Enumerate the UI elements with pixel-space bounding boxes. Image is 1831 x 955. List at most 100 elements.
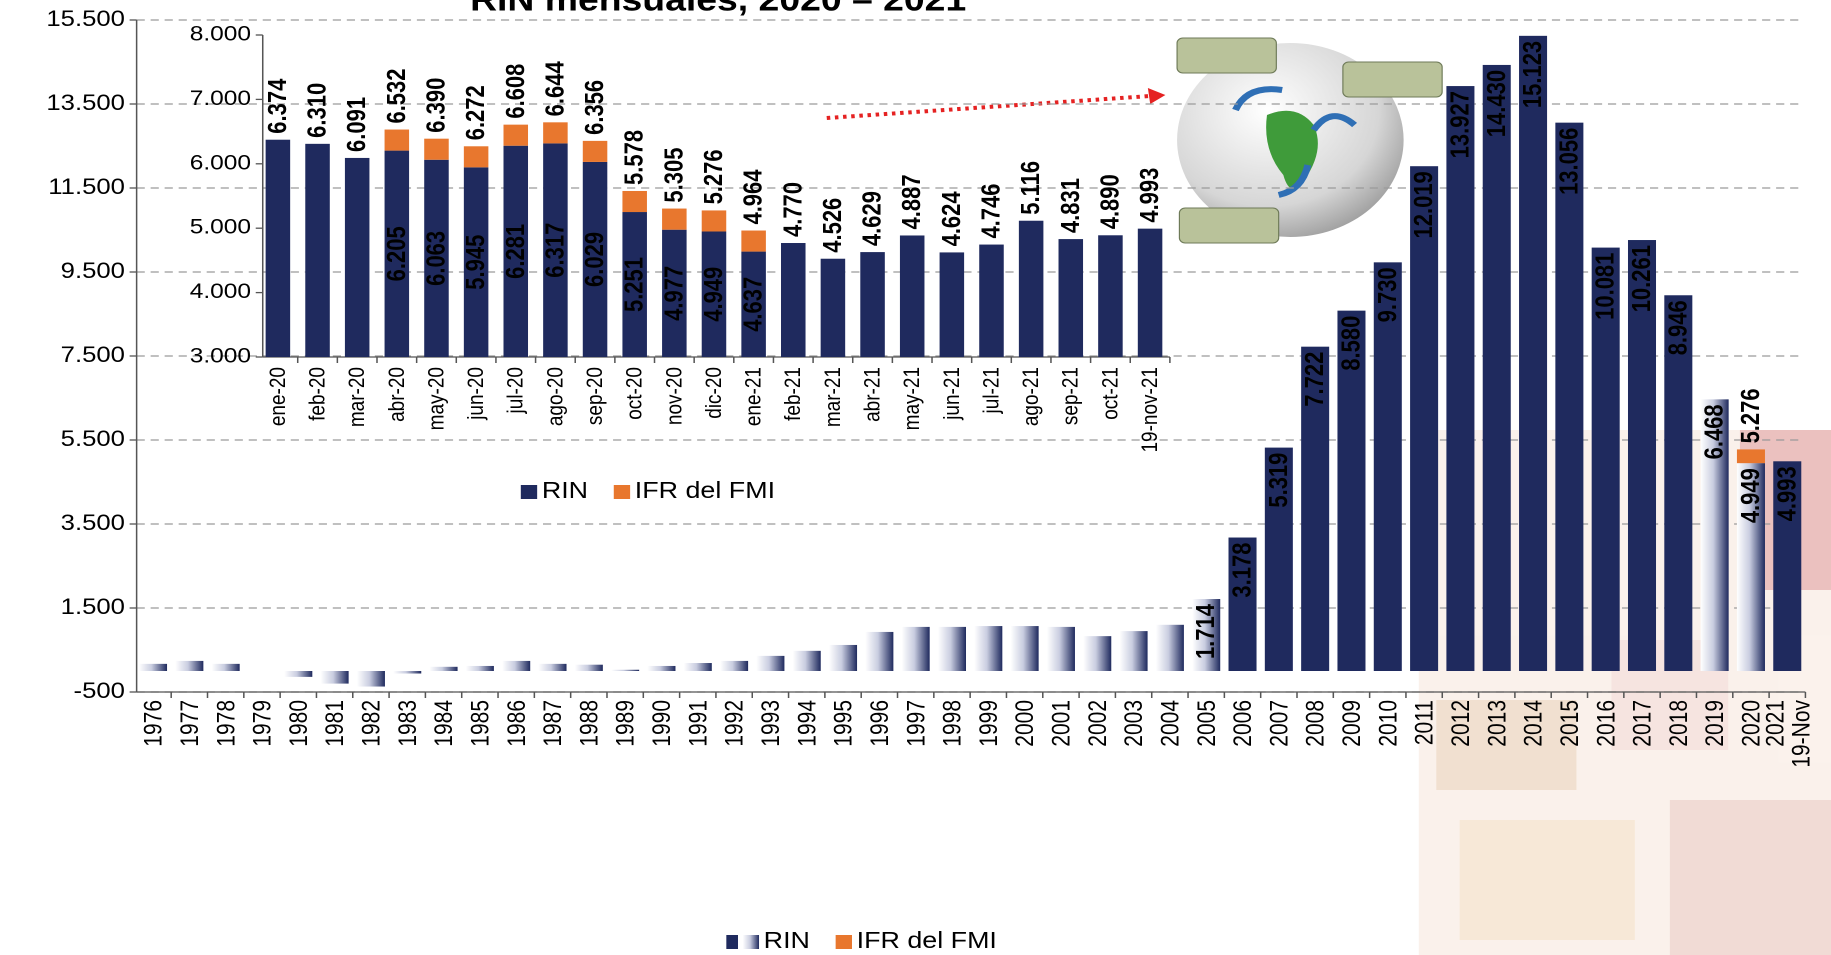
data-label: 4.629 [858, 191, 887, 246]
bar [574, 664, 603, 671]
data-label: 4.831 [1056, 178, 1085, 233]
total-label: 5.305 [660, 148, 689, 203]
x-tick-label: feb-20 [305, 367, 330, 421]
x-tick-label: 1994 [793, 700, 821, 747]
x-tick-label: may-20 [424, 367, 449, 430]
x-tick-label: feb-21 [781, 367, 806, 421]
bar [1700, 399, 1729, 671]
x-tick-label: 2019 [1701, 700, 1729, 747]
x-tick-label: oct-20 [622, 367, 647, 420]
data-label: 13.927 [1446, 91, 1475, 158]
bar [974, 626, 1003, 671]
bar [865, 631, 894, 671]
data-label: 10.081 [1591, 253, 1620, 320]
x-tick-label: ene-21 [741, 367, 766, 426]
x-tick-label: abr-21 [860, 367, 885, 422]
bar [393, 671, 422, 674]
data-label: 4.949 [1736, 468, 1765, 523]
bar [1137, 228, 1163, 357]
x-tick-label-line: 19-Nov [1787, 699, 1815, 767]
bar [1058, 239, 1084, 357]
data-label: 6.205 [382, 226, 411, 281]
bar [741, 251, 766, 357]
y-tick-label: 7.000 [190, 86, 251, 110]
legend-label: IFR del FMI [857, 928, 997, 954]
x-tick-label: 2017 [1628, 700, 1656, 747]
bar [356, 671, 385, 687]
data-label: 5.251 [620, 257, 649, 312]
bar [1155, 624, 1184, 671]
x-tick-label: 2018 [1664, 700, 1692, 747]
chart-title: RIN mensuales, 2020 – 2021 [470, 0, 966, 18]
data-label: 1.714 [1192, 603, 1221, 659]
x-tick-label: jun-21 [939, 367, 964, 421]
x-tick-label: dic-20 [702, 367, 727, 419]
x-tick-label: mar-21 [821, 367, 846, 427]
data-label: 4.890 [1096, 174, 1125, 229]
bar [1337, 310, 1366, 671]
bar [829, 644, 858, 671]
y-tick-label: 3.500 [61, 510, 125, 535]
y-tick-label: 11.500 [48, 174, 125, 199]
x-tick-label: 1976 [139, 700, 167, 747]
x-tick-label: ago-20 [543, 367, 568, 426]
y-tick-label: 4.000 [190, 279, 251, 303]
data-label: 5.319 [1264, 453, 1293, 508]
x-tick-label: 2010 [1374, 700, 1402, 747]
legend-swatch [726, 935, 739, 949]
total-label: 6.532 [382, 69, 411, 124]
data-label: 5.116 [1017, 161, 1046, 215]
bar [465, 665, 494, 671]
bar [211, 663, 240, 671]
bar [1410, 166, 1439, 671]
total-label: 6.272 [462, 85, 491, 140]
bar [1098, 235, 1123, 357]
bar [611, 669, 640, 671]
bar [756, 655, 785, 671]
x-tick-label: ago-21 [1019, 367, 1044, 426]
bar [1018, 220, 1044, 357]
data-label: 6.468 [1700, 404, 1729, 459]
x-tick-label: 1988 [575, 700, 603, 747]
x-tick-label: abr-20 [384, 367, 409, 422]
legend-swatch [742, 935, 760, 949]
bar [139, 663, 168, 671]
x-tick-label: jul-20 [503, 367, 528, 414]
data-label: 4.977 [660, 266, 689, 321]
bar-segment [622, 190, 647, 213]
bar-segment [1736, 449, 1765, 464]
x-tick-label: 2003 [1120, 700, 1148, 747]
legend-swatch [613, 485, 631, 499]
bar-segment [662, 208, 687, 230]
bar [899, 235, 925, 357]
data-label: 12.019 [1410, 171, 1439, 238]
x-tick-label: 1997 [902, 700, 930, 747]
total-label: 6.390 [422, 78, 451, 133]
bar-segment [463, 146, 489, 168]
bar-segment [741, 230, 766, 252]
y-tick-label: 9.500 [61, 258, 125, 283]
bar [1192, 599, 1221, 671]
x-tick-label: sep-21 [1058, 367, 1083, 425]
total-label: 6.644 [541, 61, 570, 117]
legend-label: RIN [542, 478, 588, 504]
bar [792, 650, 821, 671]
total-label: 6.608 [501, 64, 530, 119]
data-label: 6.310 [303, 83, 332, 138]
bar [937, 626, 967, 671]
x-tick-label: 1998 [938, 700, 966, 747]
bar [1228, 537, 1257, 671]
y-tick-label: 13.500 [46, 90, 125, 115]
bar [683, 663, 712, 671]
x-tick-label: 1983 [393, 700, 421, 747]
x-tick-label: 1984 [430, 700, 458, 747]
bar [647, 665, 676, 671]
bar [781, 243, 806, 357]
y-tick-label: 5.500 [61, 426, 125, 451]
x-tick-label: 1977 [175, 700, 203, 747]
data-label: 13.056 [1555, 128, 1584, 195]
data-label: 6.374 [263, 78, 292, 134]
data-label: 5.945 [462, 235, 491, 290]
y-tick-label: 1.500 [61, 594, 125, 619]
y-tick-label: 3.000 [190, 343, 251, 367]
